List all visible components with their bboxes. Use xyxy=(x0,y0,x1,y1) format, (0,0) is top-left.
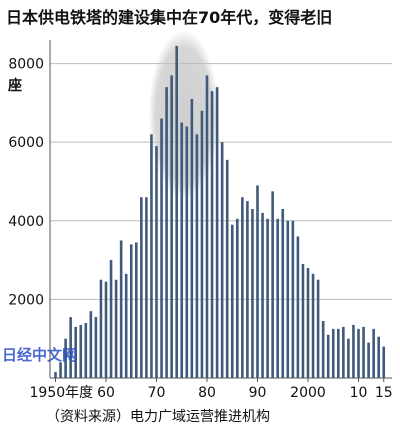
bar xyxy=(150,134,153,378)
highlight-layer xyxy=(148,30,219,200)
axes-layer xyxy=(49,40,392,382)
bar xyxy=(271,191,274,378)
x-tick-label: 80 xyxy=(198,385,216,401)
bar xyxy=(337,328,340,378)
bar xyxy=(64,338,67,378)
bar xyxy=(377,336,380,378)
bar xyxy=(236,218,239,378)
bar xyxy=(89,311,93,378)
bar xyxy=(331,328,335,378)
bar xyxy=(362,326,365,378)
bar xyxy=(165,87,168,378)
bar xyxy=(281,209,285,378)
labels-layer: 2000 4000 6000 8000 1950年度 60 70 80 90 2000 10 15 xyxy=(8,57,392,401)
bar xyxy=(129,244,133,378)
bar xyxy=(185,126,189,378)
bar xyxy=(74,326,77,378)
y-tick-label: 4000 xyxy=(8,214,44,230)
x-tick-label: 2000 xyxy=(290,385,326,401)
bar xyxy=(195,134,199,378)
bar xyxy=(382,346,386,378)
bar xyxy=(372,328,375,378)
bar xyxy=(311,273,315,378)
bar xyxy=(342,326,345,378)
bar xyxy=(347,338,350,378)
bar xyxy=(175,45,178,379)
x-tick-label: 15 xyxy=(375,385,393,401)
bar xyxy=(99,279,103,378)
bar xyxy=(69,317,72,378)
bar xyxy=(119,240,123,378)
bar xyxy=(180,122,184,378)
chart-title: 日本供电铁塔的建设集中在70年代，变得老旧 xyxy=(6,8,333,27)
bar xyxy=(286,220,290,378)
bar xyxy=(114,279,118,378)
bar xyxy=(246,201,249,378)
bar xyxy=(104,281,108,378)
bar xyxy=(291,220,295,378)
source-note: （资料来源）电力广域运营推进机构 xyxy=(46,409,270,425)
bar xyxy=(230,224,234,378)
y-tick-label: 8000 xyxy=(8,57,44,73)
y-tick-label: 6000 xyxy=(8,135,44,151)
bar xyxy=(160,118,163,378)
bar xyxy=(321,321,325,378)
bar xyxy=(170,75,173,379)
bar xyxy=(241,197,244,378)
y-tick-label: 2000 xyxy=(8,292,44,308)
bar xyxy=(251,209,254,378)
bar xyxy=(140,197,143,378)
bar xyxy=(124,273,128,378)
bar xyxy=(357,328,360,378)
bar xyxy=(306,267,310,378)
x-tick-label: 1950年度 xyxy=(30,385,94,401)
bar xyxy=(261,212,264,378)
bar xyxy=(84,322,88,378)
x-tick-label: 70 xyxy=(148,385,166,401)
x-tick-label: 60 xyxy=(97,385,115,401)
highlight-ellipse xyxy=(148,30,219,200)
bar xyxy=(276,218,279,378)
bar xyxy=(296,236,300,378)
bar xyxy=(220,142,224,378)
bar xyxy=(225,159,229,378)
bar xyxy=(210,91,214,378)
bar xyxy=(200,110,204,379)
bar xyxy=(215,87,219,378)
bar xyxy=(352,324,355,378)
bar xyxy=(155,146,158,378)
bars-layer xyxy=(54,45,386,379)
bar xyxy=(79,324,83,378)
bar xyxy=(94,317,98,378)
bar xyxy=(367,342,370,378)
y-axis-unit-label: 座 xyxy=(8,77,22,94)
bar xyxy=(135,242,138,378)
bar xyxy=(326,334,330,378)
bar xyxy=(205,75,209,379)
watermark-text: 日经中文网 xyxy=(2,346,77,364)
bar xyxy=(109,260,113,378)
bar xyxy=(256,185,259,378)
bar xyxy=(316,279,320,378)
x-tick-label: 10 xyxy=(350,385,368,401)
x-tick-label: 90 xyxy=(249,385,267,401)
bar xyxy=(59,362,62,378)
bar xyxy=(301,264,305,378)
bar xyxy=(266,218,269,378)
bar xyxy=(54,372,57,378)
bar xyxy=(190,98,194,378)
bar xyxy=(145,197,148,378)
